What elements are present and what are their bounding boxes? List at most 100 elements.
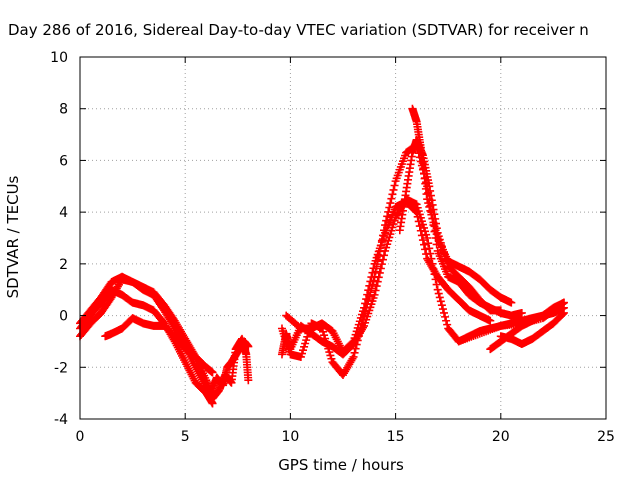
x-tick-label: 20 xyxy=(492,429,510,445)
axis-ticks: 0 5 10 15 20 25 -4 -2 0 2 4 6 8 10 xyxy=(50,50,615,445)
data-point xyxy=(423,234,432,242)
data-point xyxy=(559,308,568,317)
data-point xyxy=(417,231,426,240)
data-point xyxy=(558,310,567,319)
data-points xyxy=(76,104,568,408)
data-point xyxy=(424,239,433,248)
series-track-13 xyxy=(496,308,568,349)
y-tick-label: -4 xyxy=(54,412,68,428)
data-point xyxy=(370,290,379,299)
data-point xyxy=(425,182,434,191)
series-track-6 xyxy=(208,334,253,403)
data-point xyxy=(414,217,423,226)
data-point xyxy=(421,245,430,254)
data-point xyxy=(372,282,381,291)
data-point xyxy=(190,351,199,360)
data-point xyxy=(349,352,358,361)
data-point xyxy=(420,240,429,249)
data-point xyxy=(368,268,377,277)
series-track-9 xyxy=(282,197,495,356)
data-point xyxy=(434,289,443,298)
data-point xyxy=(411,207,420,216)
data-point xyxy=(208,368,217,377)
data-point xyxy=(412,208,421,217)
x-tick-label: 15 xyxy=(387,429,405,445)
data-point xyxy=(486,316,495,325)
data-point xyxy=(441,312,450,321)
data-point xyxy=(443,320,452,329)
data-point xyxy=(436,297,445,306)
data-point xyxy=(416,226,425,235)
y-tick-label: 2 xyxy=(59,257,68,273)
y-axis-label: SDTVAR / TECUs xyxy=(4,175,22,298)
data-point xyxy=(388,190,397,199)
data-point xyxy=(415,222,424,231)
data-point xyxy=(348,338,357,347)
series-track-14 xyxy=(395,135,505,315)
data-point xyxy=(244,376,253,385)
data-point xyxy=(378,255,387,264)
data-point xyxy=(428,200,437,209)
grid-lines xyxy=(80,57,606,419)
data-point xyxy=(418,236,427,245)
chart-title: Day 286 of 2016, Sidereal Day-to-day VTE… xyxy=(8,21,589,39)
data-point xyxy=(437,301,446,310)
data-point xyxy=(435,293,444,302)
data-point xyxy=(369,264,378,273)
data-point xyxy=(432,224,441,233)
data-point xyxy=(361,299,370,308)
x-tick-label: 25 xyxy=(597,429,615,445)
data-point xyxy=(377,260,386,269)
data-point xyxy=(363,290,372,299)
y-tick-label: 10 xyxy=(50,50,68,66)
data-point xyxy=(350,348,359,357)
data-point xyxy=(351,344,360,353)
data-point xyxy=(431,214,440,223)
data-point xyxy=(517,308,526,317)
data-point xyxy=(425,244,434,253)
data-point xyxy=(429,205,438,214)
data-point xyxy=(364,286,373,295)
data-point xyxy=(371,286,380,295)
data-point xyxy=(365,281,374,290)
y-tick-label: 6 xyxy=(59,153,68,169)
data-point xyxy=(426,191,435,200)
y-tick-label: 8 xyxy=(59,102,68,118)
data-point xyxy=(360,303,369,312)
data-point xyxy=(438,305,447,314)
series-track-7 xyxy=(277,195,568,359)
plot-frame xyxy=(79,56,607,420)
data-point xyxy=(431,219,440,228)
data-point xyxy=(386,199,395,208)
data-point xyxy=(559,298,568,307)
x-axis-label: GPS time / hours xyxy=(278,456,404,474)
data-point xyxy=(413,212,422,221)
data-point xyxy=(376,264,385,273)
x-tick-label: 0 xyxy=(76,429,85,445)
data-point xyxy=(432,280,441,289)
data-point xyxy=(387,194,396,203)
data-point xyxy=(375,268,384,277)
data-point xyxy=(422,250,431,259)
y-tick-label: -2 xyxy=(54,360,68,376)
data-point xyxy=(496,306,505,315)
data-point xyxy=(348,354,357,363)
y-tick-label: 4 xyxy=(59,205,68,221)
data-point xyxy=(426,186,435,195)
data-point xyxy=(442,316,451,325)
data-point xyxy=(439,308,448,317)
data-point xyxy=(430,210,439,219)
series-track-8 xyxy=(277,140,526,380)
data-point xyxy=(366,277,375,286)
data-point xyxy=(389,185,398,194)
y-tick-label: 0 xyxy=(59,309,68,325)
data-point xyxy=(390,181,399,190)
data-point xyxy=(433,285,442,294)
x-tick-label: 10 xyxy=(281,429,299,445)
data-point xyxy=(362,295,371,304)
data-point xyxy=(507,298,516,307)
data-point xyxy=(427,196,436,205)
data-point xyxy=(367,273,376,282)
x-tick-label: 5 xyxy=(181,429,190,445)
